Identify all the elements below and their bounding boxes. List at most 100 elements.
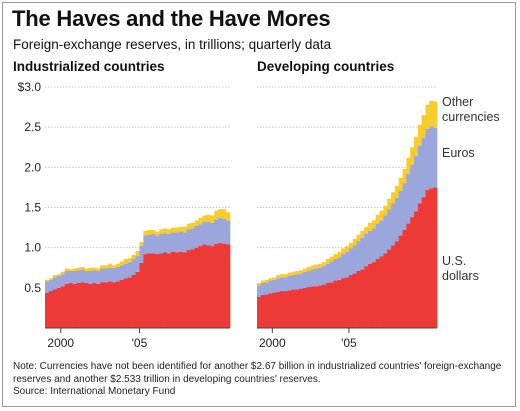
- bar-euros: [417, 145, 423, 204]
- bar-other: [170, 227, 176, 233]
- bar-euros: [80, 269, 85, 283]
- bar-usd: [190, 249, 195, 328]
- bar-other: [194, 220, 199, 226]
- bar-other: [291, 271, 296, 275]
- bar-usd: [96, 283, 101, 328]
- bar-other: [417, 124, 423, 146]
- bar-usd: [60, 286, 66, 328]
- bar-euros: [291, 274, 296, 290]
- bar-usd: [182, 252, 188, 328]
- bar-usd: [348, 274, 354, 328]
- bar-euros: [318, 267, 323, 286]
- bar-usd: [72, 283, 77, 328]
- bar-usd: [383, 253, 388, 328]
- bar-other: [52, 274, 58, 278]
- bar-euros: [92, 270, 97, 284]
- bar-other: [402, 168, 407, 184]
- bar-other: [202, 215, 207, 222]
- bar-other: [210, 215, 215, 223]
- bar-other: [48, 278, 54, 280]
- bar-usd: [337, 279, 342, 328]
- bar-other: [310, 265, 315, 270]
- bar-other: [356, 234, 361, 242]
- bar-euros: [96, 270, 101, 284]
- bar-other: [182, 226, 188, 233]
- bar-usd: [186, 250, 191, 328]
- bar-other: [151, 229, 156, 235]
- bar-usd: [360, 269, 365, 328]
- bar-euros: [186, 229, 191, 251]
- bar-usd: [375, 258, 380, 328]
- bar-other: [383, 205, 388, 216]
- bar-euros: [119, 265, 125, 280]
- bar-other: [64, 268, 69, 271]
- bar-usd: [352, 273, 357, 328]
- bar-euros: [151, 234, 156, 254]
- bar-other: [127, 258, 132, 263]
- bar-other: [322, 262, 327, 267]
- bar-euros: [56, 275, 62, 288]
- bar-usd: [167, 253, 172, 328]
- bar-other: [167, 229, 172, 235]
- bar-usd: [194, 247, 199, 328]
- bar-euros: [198, 224, 203, 247]
- bar-other: [115, 263, 121, 267]
- bar-usd: [421, 197, 426, 328]
- bar-other: [123, 258, 129, 264]
- bar-usd: [406, 223, 411, 328]
- y-tick-label: $3.0: [18, 80, 42, 94]
- bar-other: [96, 268, 101, 271]
- bar-other: [119, 261, 125, 266]
- bar-euros: [88, 270, 93, 284]
- bar-usd: [341, 278, 346, 328]
- bar-usd: [429, 188, 434, 328]
- bar-euros: [394, 197, 400, 242]
- bar-other: [135, 250, 140, 256]
- bar-euros: [210, 222, 215, 247]
- bar-euros: [375, 223, 380, 259]
- bar-other: [398, 177, 403, 191]
- bar-usd: [264, 294, 269, 328]
- bar-other: [131, 254, 136, 259]
- bar-euros: [299, 273, 304, 289]
- bar-usd: [84, 283, 89, 328]
- bar-other: [92, 267, 97, 271]
- x-tick-label: '05: [341, 336, 357, 350]
- bar-euros: [64, 270, 69, 284]
- bar-usd: [414, 211, 419, 328]
- bar-usd: [391, 245, 396, 328]
- bar-usd: [295, 289, 300, 328]
- bar-euros: [325, 263, 331, 284]
- bar-euros: [352, 245, 357, 274]
- bar-usd: [76, 283, 81, 328]
- bar-other: [222, 209, 227, 219]
- bar-other: [76, 267, 81, 271]
- bar-usd: [52, 289, 58, 328]
- legend-other: Other currencies: [442, 95, 500, 124]
- bar-other: [276, 274, 281, 279]
- bar-euros: [406, 173, 411, 224]
- bar-other: [84, 268, 89, 271]
- bar-usd: [329, 282, 334, 328]
- bar-usd: [178, 251, 184, 328]
- bar-usd: [291, 289, 296, 328]
- bar-euros: [329, 261, 334, 283]
- bar-other: [56, 274, 62, 276]
- bar-usd: [279, 291, 285, 328]
- bar-other: [337, 251, 342, 258]
- y-tick-label: 1.5: [24, 201, 41, 215]
- bar-other: [80, 266, 85, 270]
- bar-euros: [302, 271, 308, 288]
- bar-euros: [214, 219, 219, 244]
- bar-other: [147, 229, 152, 235]
- bar-other: [387, 198, 392, 210]
- bar-euros: [425, 128, 430, 190]
- bar-euros: [104, 268, 109, 283]
- bar-usd: [88, 283, 93, 328]
- bar-other: [264, 279, 269, 283]
- panel-title-developing: Developing countries: [257, 59, 395, 74]
- bar-usd: [325, 283, 331, 328]
- x-tick-label: 2000: [259, 336, 286, 350]
- bar-usd: [170, 251, 176, 328]
